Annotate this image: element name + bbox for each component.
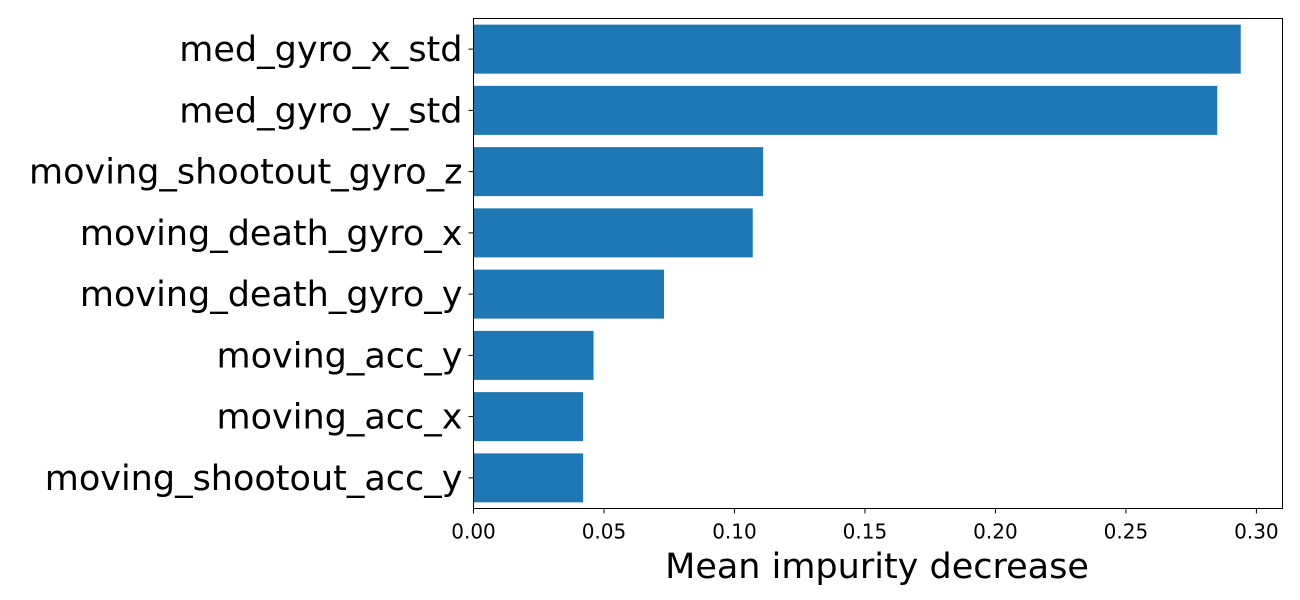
category-labels: med_gyro_x_std med_gyro_y_std moving_shoot… [29,30,474,499]
category-label: med_gyro_y_std [179,91,462,131]
x-axis-ticks: 0.00 0.05 0.10 0.15 0.20 0.25 0.30 [451,508,1279,544]
x-tick-label: 0.15 [843,520,888,544]
x-tick-label: 0.25 [1104,520,1149,544]
category-label: med_gyro_x_std [179,30,462,70]
bar-moving_acc_x [473,392,584,442]
bar-med_gyro_y_std [473,85,1218,135]
category-label: moving_acc_y [217,336,463,376]
x-tick-label: 0.00 [451,520,496,544]
x-tick-label: 0.20 [973,520,1018,544]
bar-moving_death_gyro_x [473,208,753,258]
category-label: moving_shootout_gyro_z [29,153,462,193]
bar-med_gyro_x_std [473,24,1241,74]
bar-moving_death_gyro_y [473,269,665,319]
category-label: moving_death_gyro_x [80,214,463,254]
bars-group [473,24,1241,503]
category-label: moving_death_gyro_y [80,275,463,315]
bar-moving_shootout_acc_y [473,453,584,503]
x-axis-title: Mean impurity decrease [665,547,1089,587]
category-label: moving_acc_x [217,398,463,438]
category-label: moving_shootout_acc_y [45,459,463,499]
x-tick-label: 0.10 [712,520,757,544]
x-tick-label: 0.30 [1234,520,1279,544]
x-tick-label: 0.05 [582,520,627,544]
plot-frame [473,18,1283,509]
bar-moving_acc_y [473,330,594,380]
bar-moving_shootout_gyro_z [473,147,764,197]
